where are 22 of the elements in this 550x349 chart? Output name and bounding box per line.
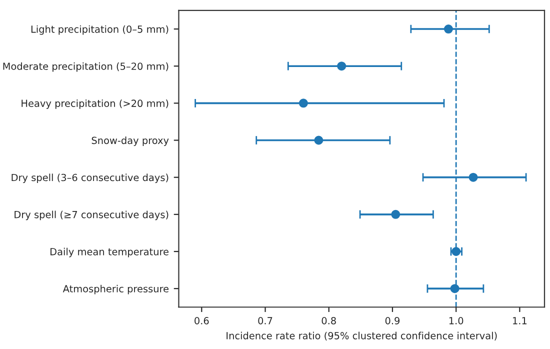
point	[468, 172, 478, 182]
x-tick-label: 0.7	[258, 317, 272, 324]
y-tick-label: Heavy precipitation (>20 mm)	[22, 99, 168, 109]
x-tick-label: 0.6	[194, 317, 209, 324]
y-tick-label: Light precipitation (0–5 mm)	[31, 25, 168, 35]
y-tick-label: Moderate precipitation (5–20 mm)	[3, 62, 168, 72]
y-tick-label: Dry spell (3–6 consecutive days)	[12, 174, 168, 184]
point	[444, 24, 453, 34]
y-tick-label: Atmospheric pressure	[62, 284, 169, 294]
x-tick-label: 1.0	[449, 317, 464, 324]
x-tick-label: 0.8	[322, 317, 336, 324]
point	[314, 136, 324, 145]
y-tick-label: Dry spell (≥7 consecutive days)	[14, 210, 168, 220]
x-tick-label: 0.9	[385, 317, 400, 324]
point	[298, 98, 308, 108]
point	[391, 210, 400, 219]
point	[337, 62, 346, 71]
y-tick-label: Daily mean temperature	[50, 248, 169, 258]
x-tick-label: 1.1	[513, 317, 527, 324]
y-tick-label: Snow-day proxy	[92, 136, 169, 146]
point	[450, 284, 460, 294]
x-axis-title: Incidence rate ratio (95% clustered confidence interval)	[226, 332, 497, 340]
